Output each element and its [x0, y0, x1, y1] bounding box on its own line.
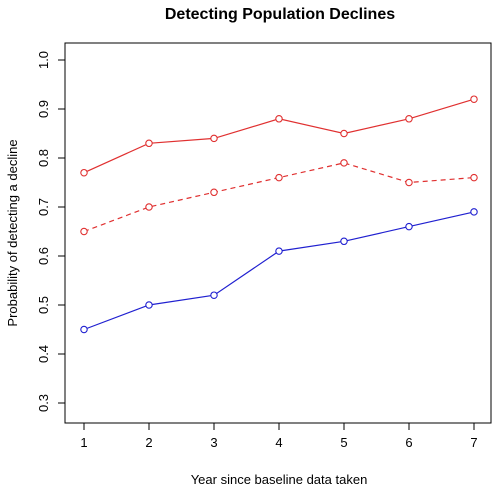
x-tick-label: 1	[80, 435, 87, 450]
data-point	[210, 291, 218, 299]
x-axis: 1 2 3 4 5 6 7	[80, 423, 478, 450]
data-point	[340, 237, 348, 246]
series-line	[83, 162, 475, 233]
data-point	[210, 188, 218, 197]
data-point	[275, 173, 283, 182]
data-point	[275, 115, 283, 123]
x-tick-label: 7	[470, 435, 477, 450]
y-tick-label: 0.8	[36, 149, 51, 167]
y-tick-label: 0.4	[36, 345, 51, 363]
x-axis-label: Year since baseline data taken	[191, 472, 368, 487]
y-tick-label: 0.9	[36, 100, 51, 118]
y-tick-label: 1.0	[36, 51, 51, 69]
series-1	[80, 95, 478, 177]
data-point	[340, 129, 348, 138]
data-point	[80, 168, 88, 177]
data-point	[340, 159, 348, 167]
x-tick-label: 2	[145, 435, 152, 450]
y-tick-label: 0.7	[36, 198, 51, 216]
data-point	[470, 173, 478, 182]
x-tick-label: 4	[275, 435, 282, 450]
data-point	[80, 227, 88, 236]
y-tick-label: 0.3	[36, 394, 51, 412]
series-line	[83, 98, 475, 174]
data-point	[145, 139, 153, 148]
x-tick-label: 6	[405, 435, 412, 450]
chart-title: Detecting Population Declines	[165, 6, 395, 23]
data-point	[405, 222, 413, 231]
x-tick-label: 5	[340, 435, 347, 450]
data-point	[275, 247, 283, 255]
x-tick-label: 3	[210, 435, 217, 450]
y-axis: 0.3 0.4 0.5 0.6 0.7 0.8 0.9 1.0	[36, 51, 65, 412]
data-point	[80, 325, 88, 334]
y-axis-label: Probability of detecting a decline	[5, 139, 20, 326]
data-point	[470, 95, 478, 103]
y-tick-label: 0.5	[36, 296, 51, 314]
series-2	[80, 159, 478, 236]
data-point	[405, 178, 413, 187]
data-point	[145, 301, 153, 309]
series-3	[80, 208, 478, 334]
series-line	[83, 211, 475, 331]
data-point	[405, 115, 413, 123]
data-point	[470, 208, 478, 216]
data-point	[210, 134, 218, 143]
plot-frame	[64, 42, 492, 424]
data-point	[145, 203, 153, 211]
series-layer	[80, 95, 478, 334]
y-tick-label: 0.6	[36, 247, 51, 265]
